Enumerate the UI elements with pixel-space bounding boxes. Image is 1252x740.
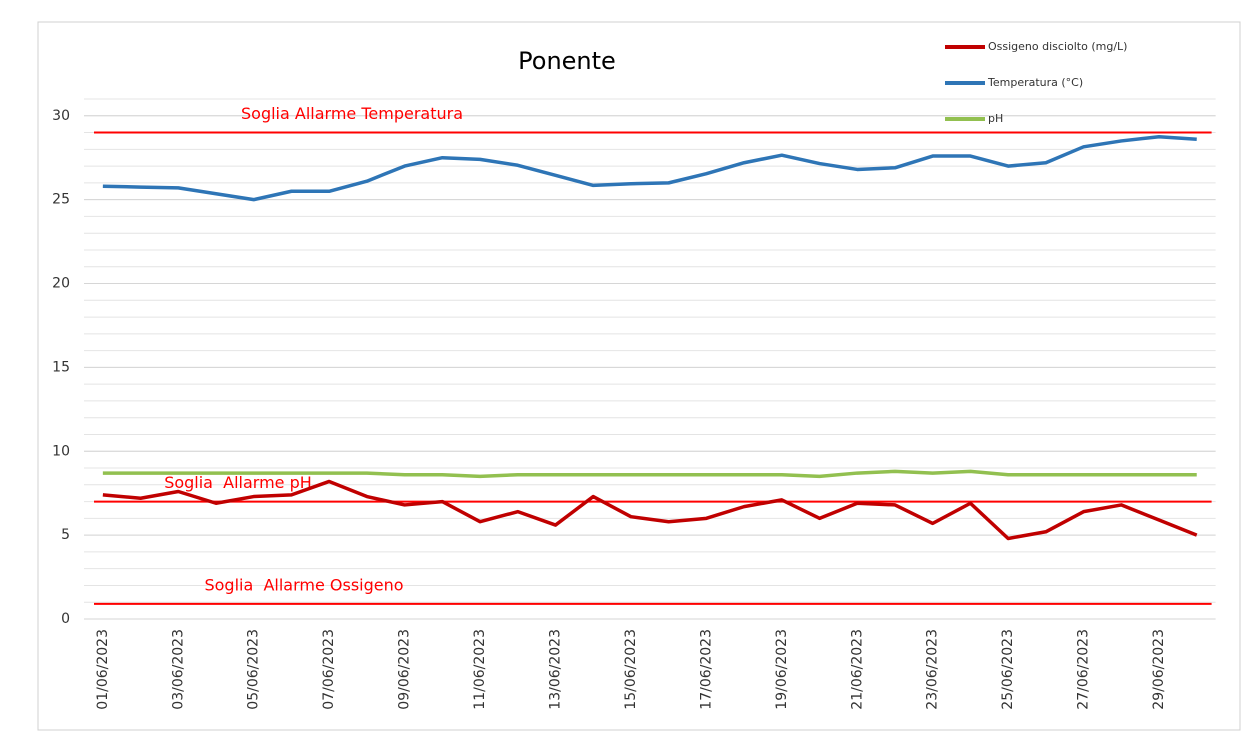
legend-label: pH [988, 112, 1003, 125]
y-tick-label: 10 [52, 443, 70, 459]
y-tick-label: 25 [52, 192, 70, 208]
legend-label: Ossigeno disciolto (mg/L) [988, 40, 1127, 53]
threshold-label: Soglia Allarme Ossigeno [204, 575, 403, 594]
y-tick-label: 0 [61, 611, 70, 627]
x-tick-label: 23/06/2023 [925, 629, 941, 710]
x-tick-label: 07/06/2023 [321, 629, 337, 710]
y-tick-label: 20 [52, 276, 70, 292]
threshold-label: Soglia Allarme Temperatura [241, 104, 463, 123]
y-tick-label: 30 [52, 108, 70, 124]
x-tick-label: 09/06/2023 [397, 629, 413, 710]
x-tick-label: 13/06/2023 [548, 629, 564, 710]
x-tick-label: 21/06/2023 [849, 629, 865, 710]
threshold-label: Soglia Allarme pH [164, 473, 312, 492]
chart-title: Ponente [518, 47, 616, 75]
y-tick-label: 5 [61, 527, 70, 543]
x-tick-label: 05/06/2023 [246, 629, 262, 710]
series-line [102, 479, 1198, 541]
x-tick-label: 29/06/2023 [1151, 629, 1167, 710]
x-tick-label: 01/06/2023 [95, 629, 111, 710]
x-tick-label: 19/06/2023 [774, 629, 790, 710]
x-tick-label: 11/06/2023 [472, 629, 488, 710]
x-tick-label: 15/06/2023 [623, 629, 639, 710]
x-tick-label: 25/06/2023 [1000, 629, 1016, 710]
y-tick-label: 15 [52, 359, 70, 375]
legend-label: Temperatura (°C) [987, 76, 1083, 89]
legend: Ossigeno disciolto (mg/L) Temperatura (°C… [945, 40, 1127, 125]
series-line [102, 469, 1197, 479]
x-tick-label: 27/06/2023 [1076, 629, 1092, 710]
x-tick-label: 17/06/2023 [698, 629, 714, 710]
x-tick-label: 03/06/2023 [170, 629, 186, 710]
series-line [102, 134, 1197, 202]
chart-border [37, 21, 1241, 731]
